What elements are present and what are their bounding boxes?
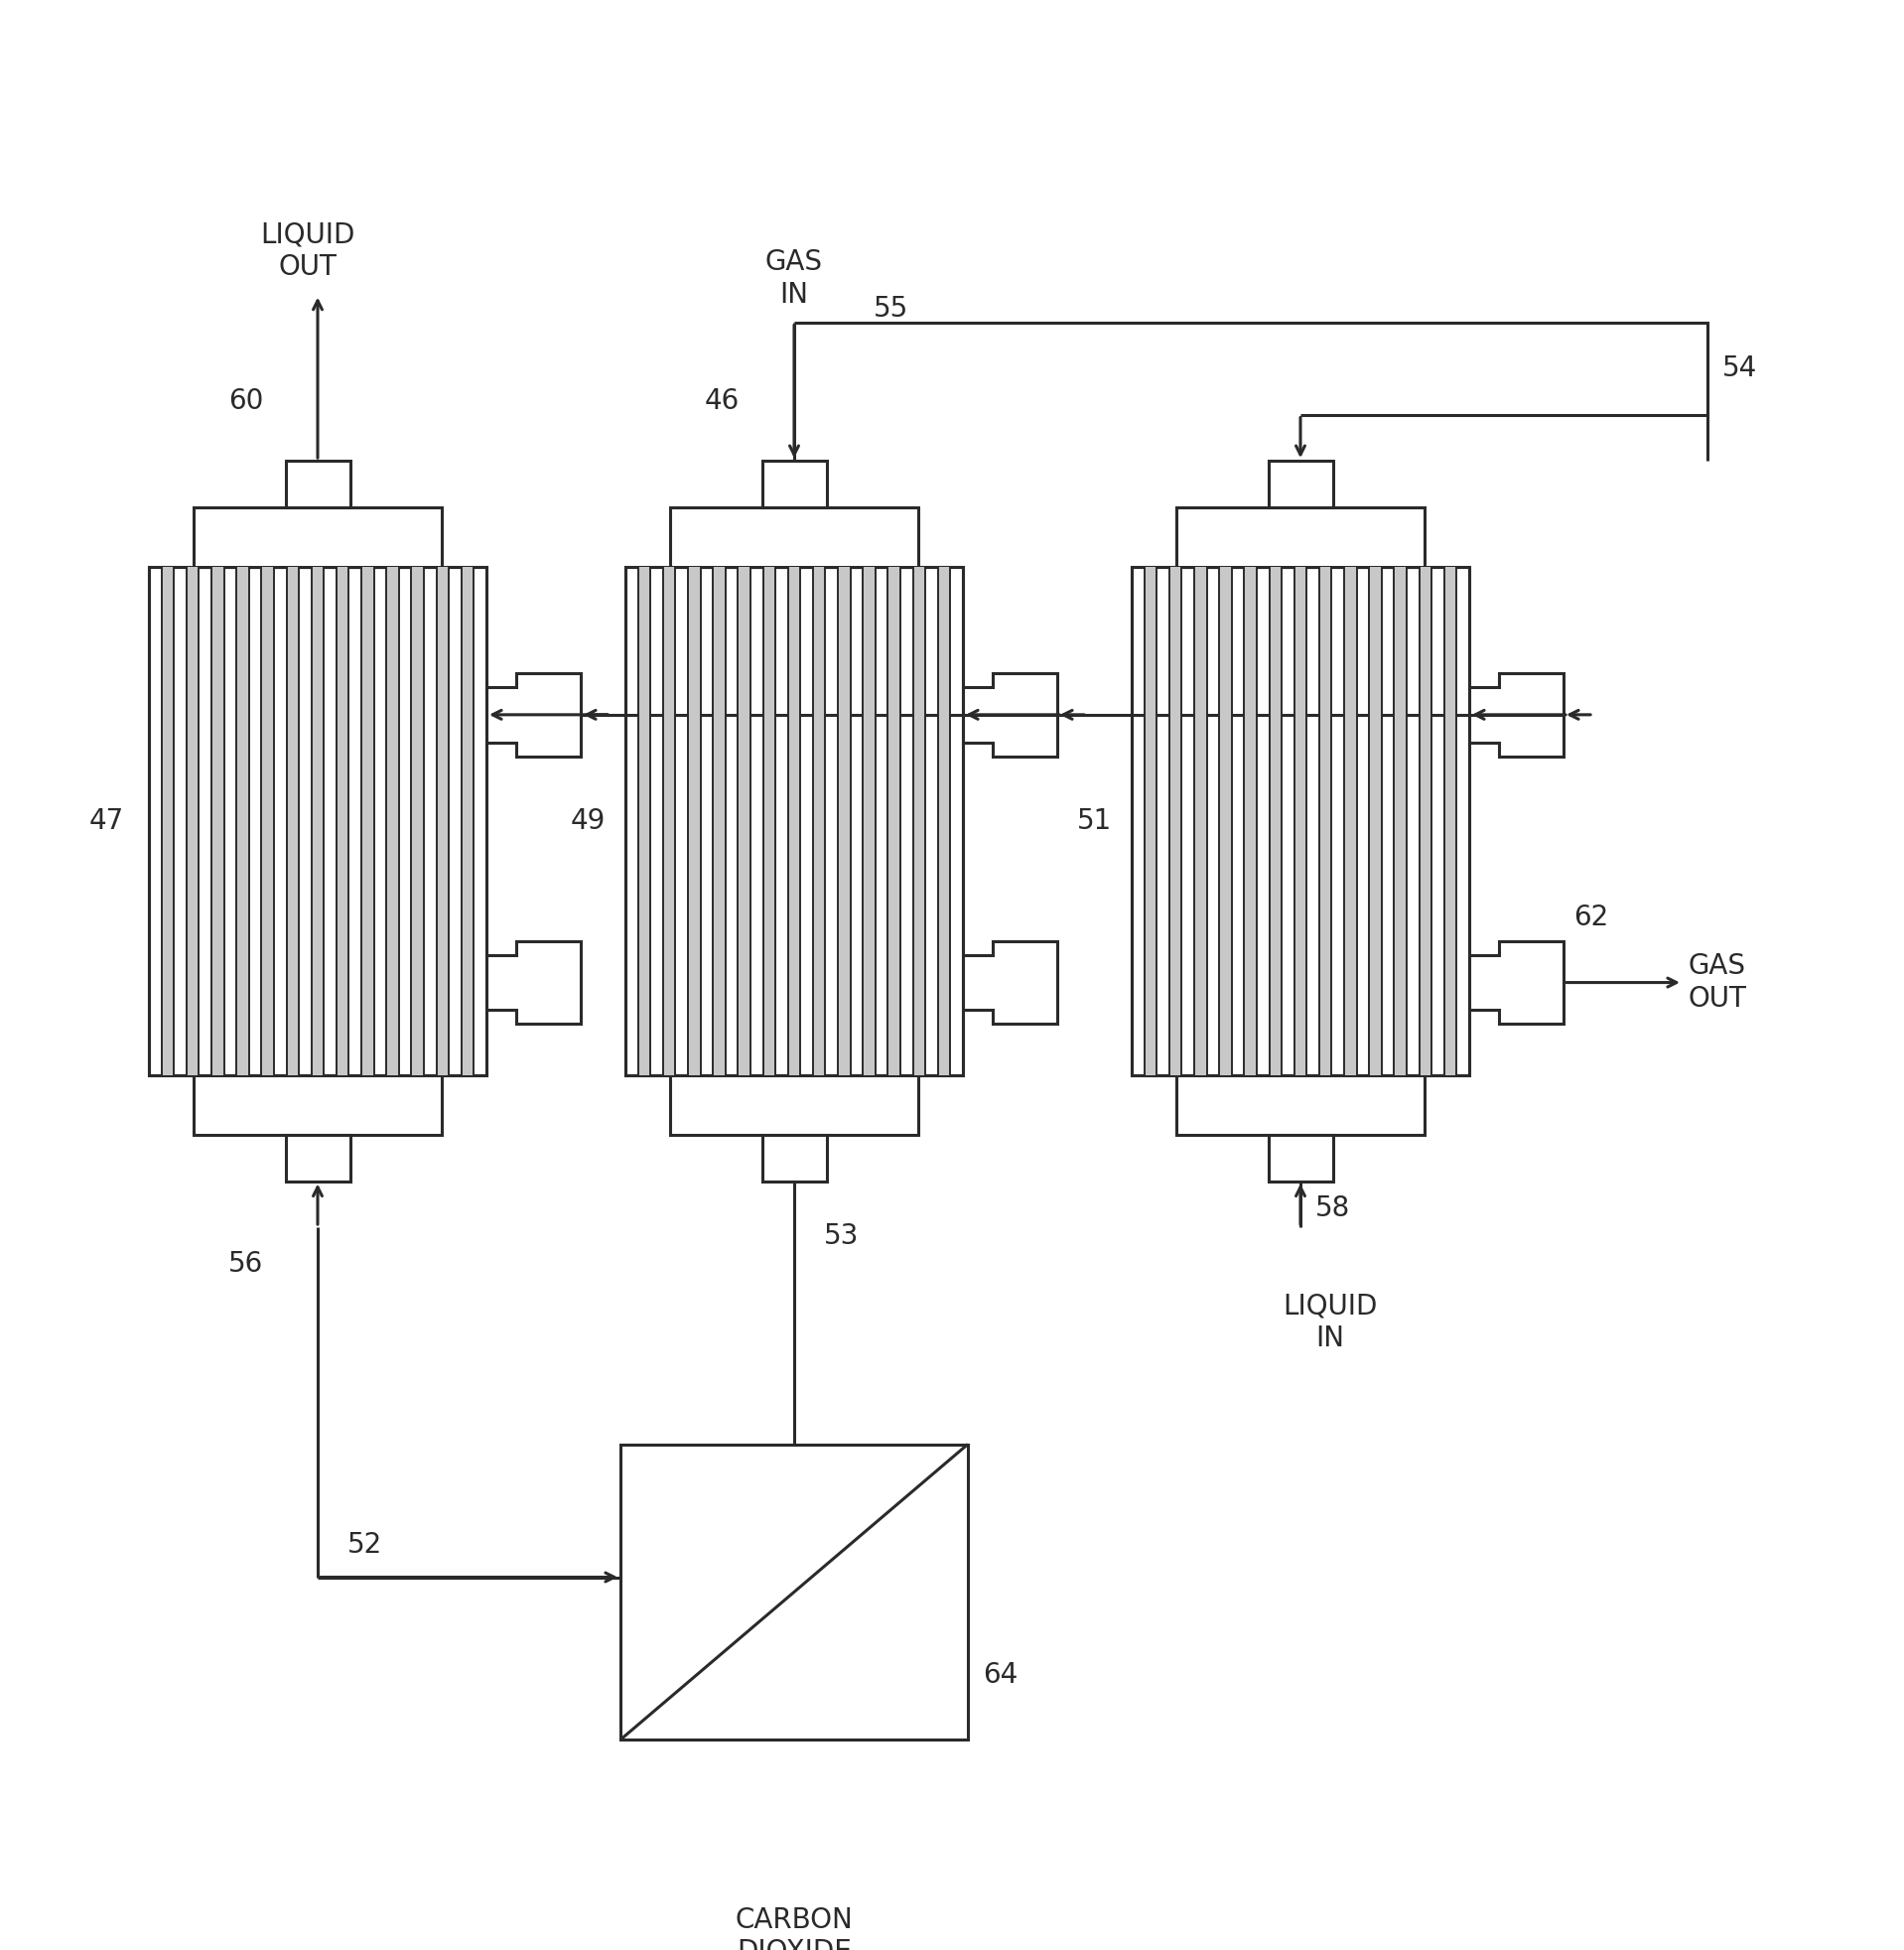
Bar	[236, 567, 249, 1074]
Bar	[411, 567, 425, 1074]
Bar	[1319, 567, 1331, 1074]
Bar	[687, 567, 701, 1074]
Bar	[286, 1135, 350, 1182]
Bar	[1268, 1135, 1333, 1182]
Text: 58: 58	[1316, 1195, 1350, 1223]
Bar	[712, 567, 725, 1074]
Bar	[739, 567, 750, 1074]
Text: 56: 56	[228, 1250, 263, 1277]
Text: 62: 62	[1573, 905, 1609, 932]
Text: 47: 47	[89, 807, 124, 835]
Bar	[887, 567, 901, 1074]
Bar	[149, 567, 486, 1074]
Bar	[1268, 460, 1333, 507]
Bar	[1243, 567, 1257, 1074]
Text: 51: 51	[1078, 807, 1112, 835]
Bar	[1445, 567, 1457, 1074]
Bar	[1194, 567, 1207, 1074]
Bar	[813, 567, 826, 1074]
Bar	[863, 567, 876, 1074]
Bar	[194, 507, 442, 567]
Bar	[1169, 567, 1182, 1074]
Bar	[625, 567, 963, 1074]
Text: GAS
OUT: GAS OUT	[1687, 952, 1746, 1012]
Bar	[939, 567, 950, 1074]
Bar	[1270, 567, 1281, 1074]
Bar	[211, 567, 225, 1074]
Bar	[461, 567, 474, 1074]
Bar	[670, 1074, 918, 1135]
Bar	[912, 567, 925, 1074]
Bar	[1219, 567, 1232, 1074]
Bar	[1418, 567, 1432, 1074]
Bar	[1369, 567, 1382, 1074]
Bar	[286, 567, 299, 1074]
Bar	[1131, 567, 1470, 1074]
Bar	[149, 567, 486, 1074]
Bar	[762, 460, 826, 507]
Text: 49: 49	[571, 807, 605, 835]
Bar	[1394, 567, 1407, 1074]
Text: 46: 46	[704, 386, 741, 415]
Bar	[1295, 567, 1306, 1074]
Bar	[1177, 507, 1424, 567]
Bar	[387, 567, 400, 1074]
Bar	[194, 1074, 442, 1135]
Bar	[187, 567, 198, 1074]
Bar	[286, 460, 350, 507]
Text: LIQUID
OUT: LIQUID OUT	[261, 220, 354, 281]
Text: 52: 52	[347, 1531, 383, 1558]
Bar	[362, 567, 373, 1074]
Bar	[663, 567, 676, 1074]
Text: 64: 64	[982, 1661, 1019, 1689]
Bar	[312, 567, 324, 1074]
Bar	[762, 1135, 826, 1182]
Text: 60: 60	[228, 386, 263, 415]
Text: CARBON
DIOXIDE: CARBON DIOXIDE	[735, 1905, 853, 1950]
Bar	[1131, 567, 1470, 1074]
Text: GAS
IN: GAS IN	[765, 248, 823, 308]
Text: 54: 54	[1723, 355, 1757, 382]
Text: 53: 53	[824, 1223, 859, 1250]
Bar	[764, 567, 775, 1074]
Bar	[162, 567, 173, 1074]
Text: 55: 55	[874, 294, 908, 322]
Bar	[1344, 567, 1358, 1074]
Bar	[436, 567, 449, 1074]
Bar	[1177, 1074, 1424, 1135]
Text: LIQUID
IN: LIQUID IN	[1283, 1291, 1378, 1351]
Bar	[337, 567, 348, 1074]
Bar	[621, 1445, 967, 1739]
Bar	[1144, 567, 1158, 1074]
Bar	[625, 567, 963, 1074]
Bar	[638, 567, 651, 1074]
Bar	[261, 567, 274, 1074]
Bar	[670, 507, 918, 567]
Bar	[838, 567, 851, 1074]
Bar	[788, 567, 800, 1074]
